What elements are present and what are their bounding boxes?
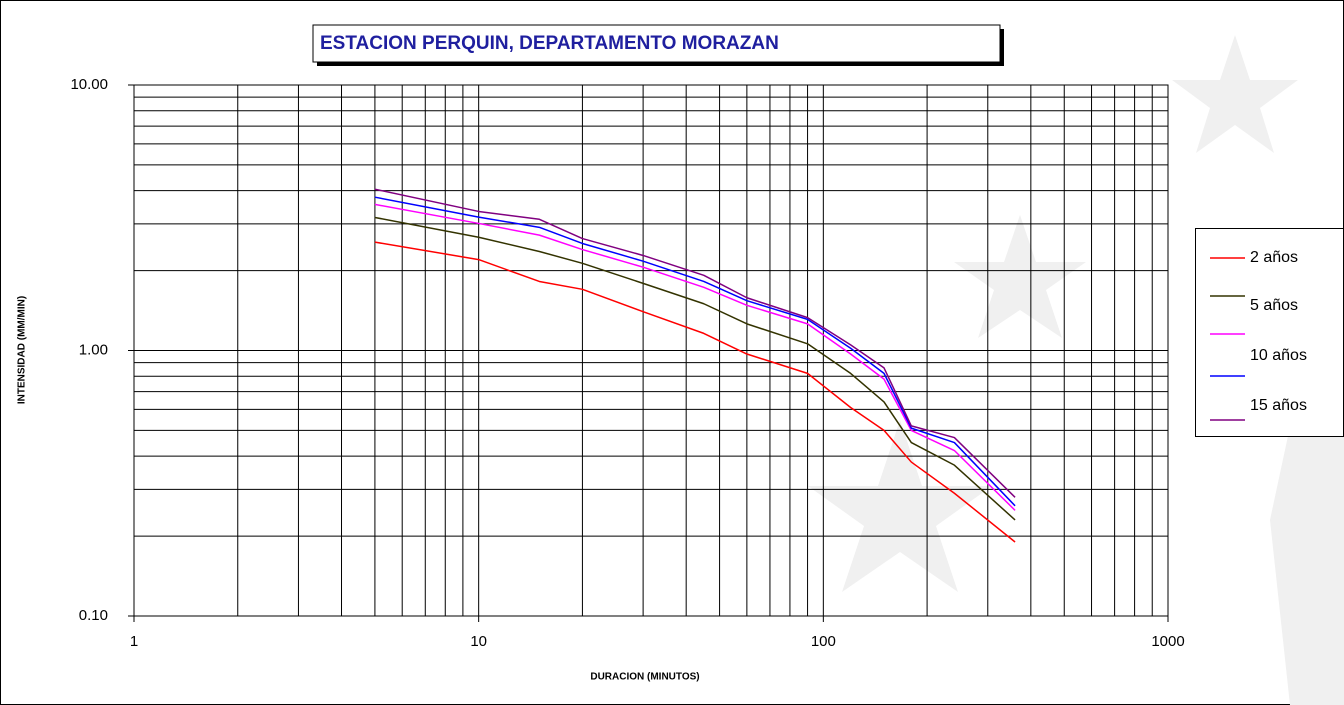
watermark-star (808, 420, 992, 592)
chart-title: ESTACION PERQUIN, DEPARTAMENTO MORAZAN (320, 33, 779, 54)
x-tick-label: 10 (470, 633, 487, 650)
series-line (374, 188, 1016, 498)
legend-label: 15 años (1250, 397, 1307, 414)
x-tick-label: 1000 (1151, 633, 1184, 650)
series-line (374, 241, 1016, 543)
x-tick-label: 1 (130, 633, 138, 650)
legend-label: 2 años (1250, 249, 1298, 266)
series-line (374, 196, 1016, 507)
y-tick-label: 1.00 (79, 341, 108, 358)
legend-box (1195, 228, 1344, 437)
y-tick-label: 0.10 (79, 607, 108, 624)
watermark-star (1172, 35, 1298, 153)
series-line (374, 203, 1016, 511)
y-tick-label: 10.00 (70, 76, 108, 93)
watermark-star (954, 215, 1086, 338)
legend-label: 5 años (1250, 297, 1298, 314)
title-box (312, 24, 1001, 63)
plot-frame (133, 84, 1169, 617)
legend-label: 10 años (1250, 347, 1307, 364)
x-tick-label: 100 (811, 633, 836, 650)
y-axis-label: INTENSIDAD (MM/MIN) (17, 296, 28, 404)
series-line (374, 216, 1016, 521)
x-axis-label: DURACION (MINUTOS) (590, 672, 699, 683)
